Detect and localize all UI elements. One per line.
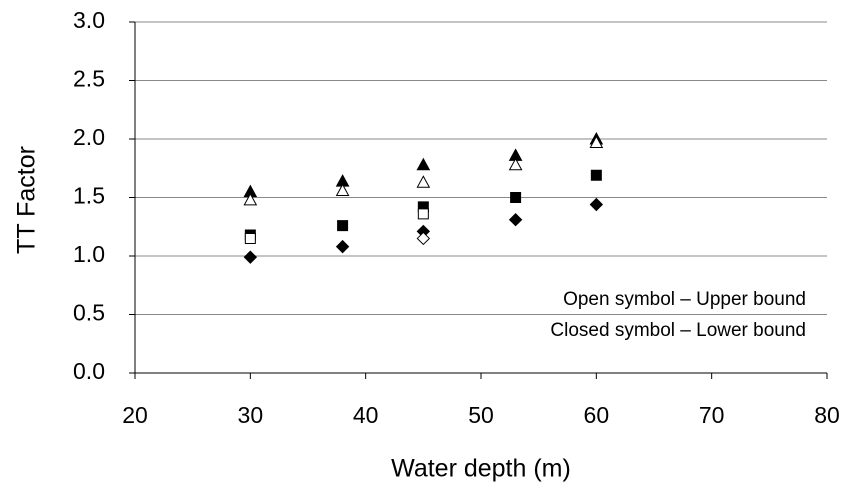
x-tick-label: 60 — [584, 402, 610, 428]
data-point — [335, 183, 350, 196]
x-axis-title: Water depth (m) — [391, 455, 571, 483]
y-tick-label: 1.5 — [73, 183, 105, 209]
x-tick-label: 40 — [353, 402, 379, 428]
data-point — [590, 169, 602, 181]
x-tick-label: 20 — [122, 402, 148, 428]
data-point — [416, 157, 431, 171]
y-tick-label: 0.0 — [73, 358, 105, 384]
data-point — [244, 232, 256, 244]
y-tick-label: 2.0 — [73, 124, 105, 150]
x-tick-label: 80 — [814, 402, 840, 428]
y-tick-label: 3.0 — [73, 7, 105, 33]
data-point — [416, 231, 431, 246]
y-tick-label: 2.5 — [73, 66, 105, 92]
data-point — [416, 175, 431, 188]
data-point — [243, 250, 258, 264]
data-point — [243, 192, 258, 206]
data-point — [337, 220, 349, 232]
y-tick-label: 1.0 — [73, 241, 105, 267]
data-point — [335, 239, 350, 254]
y-axis-title: TT Factor — [13, 146, 41, 254]
data-point — [508, 157, 523, 171]
y-tick-label: 0.5 — [73, 300, 105, 326]
data-point — [589, 197, 604, 212]
data-point — [508, 213, 523, 227]
data-point — [510, 192, 522, 203]
x-tick-label: 50 — [468, 402, 494, 428]
x-tick-label: 70 — [699, 402, 725, 428]
annotation: Closed symbol – Lower bound — [550, 320, 806, 341]
data-point — [589, 135, 604, 149]
data-point — [417, 208, 429, 220]
annotation: Open symbol – Upper bound — [563, 289, 806, 310]
x-tick-label: 30 — [238, 402, 264, 428]
